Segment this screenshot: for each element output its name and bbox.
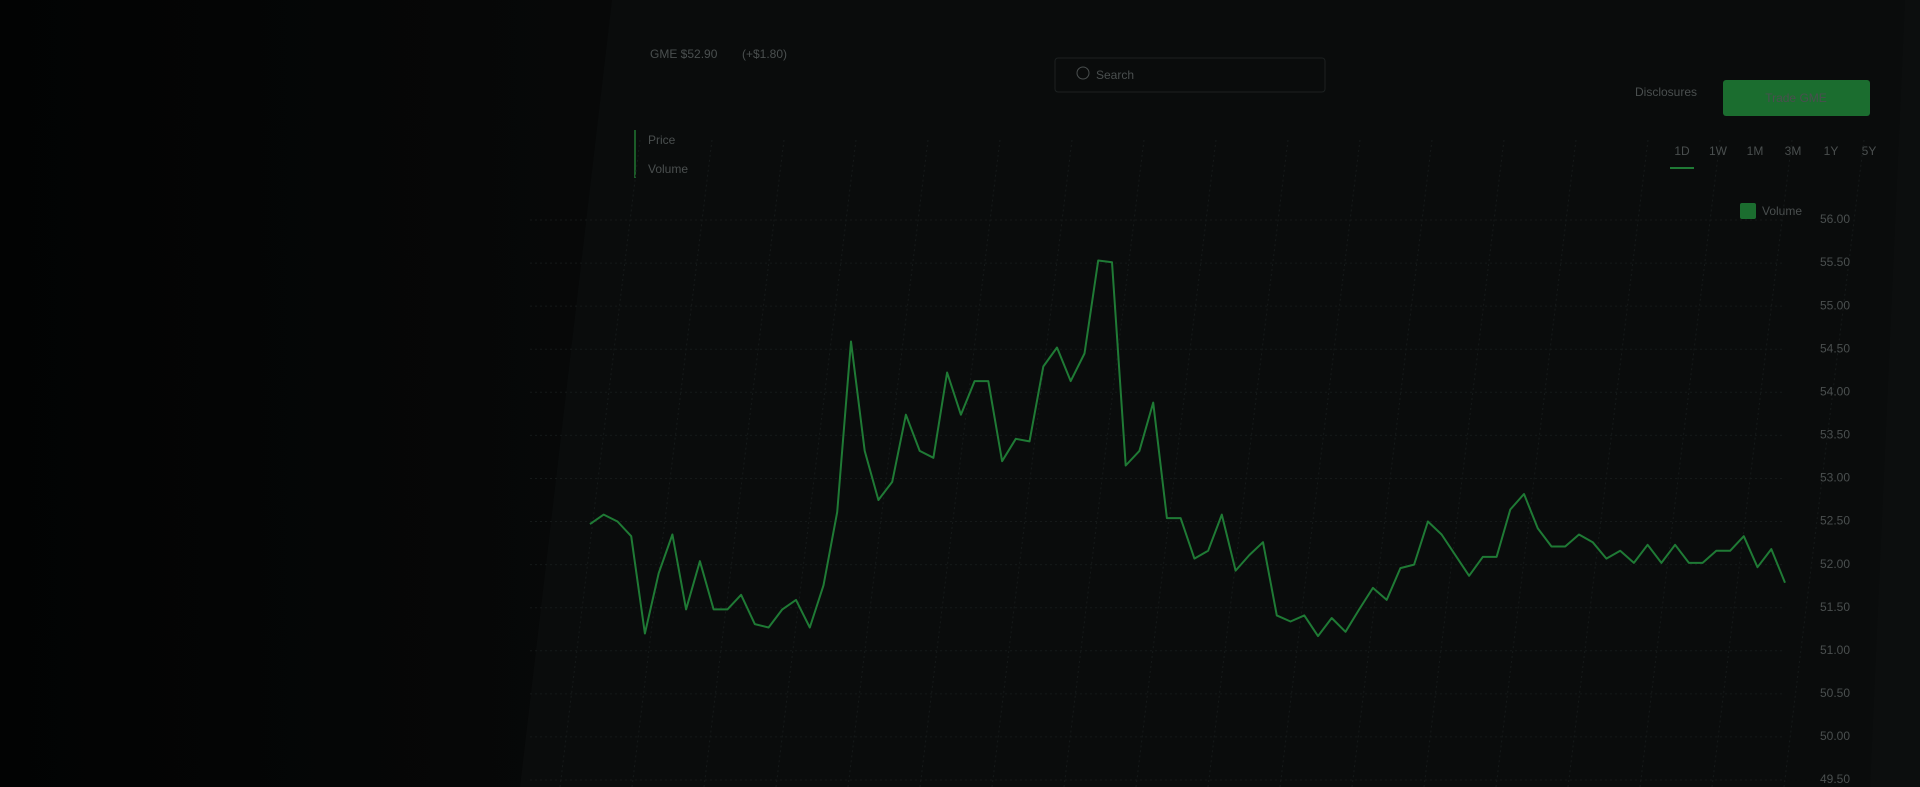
search-box[interactable] [1054,57,1326,93]
y-tick-label: 51.00 [1820,643,1850,657]
legend-item: Volume [648,162,688,176]
y-tick-label: 54.50 [1820,341,1850,355]
range-button[interactable]: 1D [1674,144,1690,158]
y-tick-label: 53.00 [1820,471,1850,485]
range-button[interactable]: 1M [1747,144,1764,158]
search-placeholder: Search [1096,68,1134,82]
vertical-grid [1063,139,1145,787]
vertical-grid [1711,139,1793,787]
vertical-grid [559,139,641,787]
y-tick-label: 56.00 [1820,212,1850,226]
vertical-grid [775,139,857,787]
search-icon [1076,66,1090,80]
trade-button-label: Trade GME [1765,91,1827,105]
range-button[interactable]: 3M [1785,144,1802,158]
vertical-grid [1423,139,1505,787]
trade-button[interactable] [1723,80,1870,116]
vertical-grid [1639,139,1721,787]
vertical-grid [847,139,929,787]
vertical-grid [1567,139,1649,787]
y-tick-label: 52.50 [1820,514,1850,528]
volume-checkbox[interactable] [1740,203,1756,219]
change: (+$1.80) [742,47,787,61]
vertical-grid [991,139,1073,787]
range-button[interactable]: 1Y [1824,144,1839,158]
y-tick-label: 51.50 [1820,600,1850,614]
ticker: GME $52.90 [650,47,718,61]
vertical-grid [1351,139,1433,787]
y-tick-label: 50.50 [1820,686,1850,700]
laptop-screen [520,0,1905,787]
vertical-grid [1207,139,1289,787]
y-tick-label: 49.50 [1820,772,1850,786]
vertical-grid [703,139,785,787]
vertical-grid [631,139,713,787]
vertical-grid [1135,139,1217,787]
volume-toggle: Volume [1762,204,1802,218]
vertical-grid [1783,139,1865,787]
range-button[interactable]: 5Y [1862,144,1877,158]
price-line [589,259,1786,638]
legend-item: Price [648,133,676,147]
y-tick-label: 55.00 [1820,298,1850,312]
vertical-grid [1279,139,1361,787]
y-tick-label: 54.00 [1820,384,1850,398]
y-tick-label: 53.50 [1820,428,1850,442]
y-tick-label: 55.50 [1820,255,1850,269]
vertical-grid [919,139,1001,787]
y-tick-label: 52.00 [1820,557,1850,571]
y-tick-label: 50.00 [1820,729,1850,743]
disclosures[interactable]: Disclosures [1635,85,1697,99]
vertical-grid [1495,139,1577,787]
